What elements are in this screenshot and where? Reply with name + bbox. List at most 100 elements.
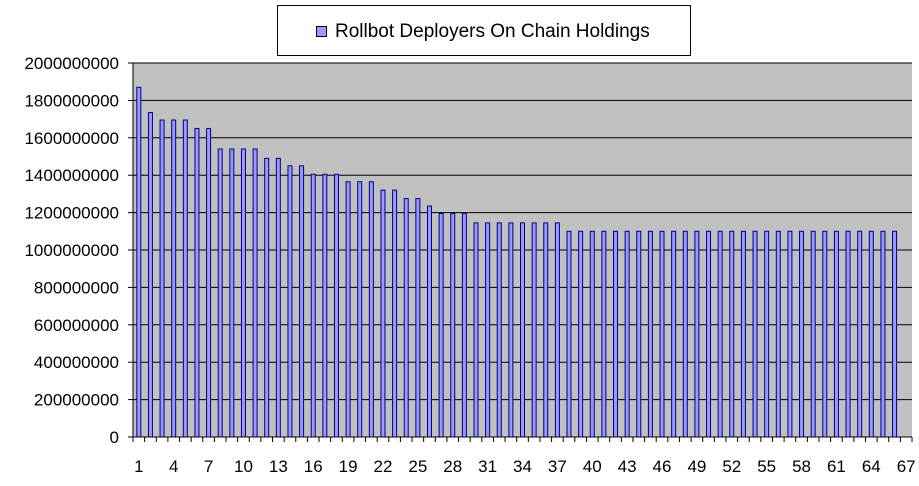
- bar: [566, 230, 572, 438]
- bar: [589, 230, 595, 438]
- bar: [485, 222, 491, 438]
- x-tick-label: 43: [618, 457, 637, 476]
- x-tick-label: 1: [134, 457, 143, 476]
- bar: [380, 189, 386, 438]
- x-tick-label: 34: [513, 457, 532, 476]
- bar: [368, 181, 374, 438]
- plot-area: [133, 62, 912, 438]
- bar: [892, 230, 898, 438]
- legend: Rollbot Deployers On Chain Holdings: [277, 5, 691, 56]
- bar: [543, 222, 549, 438]
- bar: [275, 157, 281, 438]
- bar: [682, 230, 688, 438]
- y-tick-label: 0: [110, 428, 119, 447]
- bar: [392, 189, 398, 438]
- y-tick-label: 2000000000: [24, 54, 119, 73]
- bar: [264, 157, 270, 438]
- bar: [868, 230, 874, 438]
- bar: [822, 230, 828, 438]
- bar: [740, 230, 746, 438]
- bar: [729, 230, 735, 438]
- x-tick-label: 7: [204, 457, 213, 476]
- bar: [694, 230, 700, 438]
- bar: [252, 148, 258, 438]
- bar: [299, 165, 305, 438]
- x-tick-label: 4: [169, 457, 178, 476]
- bar: [229, 148, 235, 438]
- bar: [845, 230, 851, 438]
- bar: [415, 198, 421, 438]
- x-tick-label: 13: [269, 457, 288, 476]
- y-tick-label: 400000000: [34, 353, 119, 372]
- bar: [171, 119, 177, 438]
- bar: [752, 230, 758, 438]
- x-tick-label: 37: [548, 457, 567, 476]
- bar: [322, 173, 328, 438]
- bar: [194, 127, 200, 438]
- x-tick-label: 28: [443, 457, 462, 476]
- bar: [554, 222, 560, 438]
- bar: [520, 222, 525, 438]
- bar: [310, 173, 316, 438]
- y-tick-label: 1400000000: [24, 166, 119, 185]
- bar: [659, 230, 665, 438]
- x-tick-label: 67: [897, 457, 916, 476]
- bar: [473, 222, 479, 438]
- bar: [182, 119, 188, 438]
- bar: [601, 230, 607, 438]
- y-tick-label: 1800000000: [24, 91, 119, 110]
- legend-swatch: [316, 26, 327, 37]
- bar: [287, 165, 293, 438]
- bar: [450, 213, 456, 438]
- bar: [531, 222, 537, 438]
- bar: [880, 230, 886, 438]
- y-axis: 0 200000000 400000000 600000000 800000000 100…: [24, 54, 134, 447]
- x-tick-label: 61: [827, 457, 846, 476]
- bar: [206, 127, 212, 438]
- bar: [799, 230, 805, 438]
- bar: [508, 222, 514, 438]
- x-tick-label: 46: [653, 457, 672, 476]
- y-tick-label: 1000000000: [24, 241, 119, 260]
- bar: [217, 148, 223, 438]
- bar: [496, 222, 502, 438]
- bar: [647, 230, 653, 438]
- x-tick-label: 25: [408, 457, 427, 476]
- x-tick-label: 55: [757, 457, 776, 476]
- x-tick-label: 64: [862, 457, 881, 476]
- bar: [159, 119, 165, 438]
- bar: [810, 230, 816, 438]
- x-tick-label: 16: [304, 457, 323, 476]
- y-tick-label: 1600000000: [24, 129, 119, 148]
- x-tick-label: 19: [339, 457, 358, 476]
- x-tick-label: 49: [687, 457, 706, 476]
- y-tick-label: 1200000000: [24, 204, 119, 223]
- bar: [357, 181, 363, 438]
- x-tick-label: 31: [478, 457, 497, 476]
- bar: [461, 213, 467, 438]
- y-tick-label: 200000000: [34, 391, 119, 410]
- bar: [578, 230, 584, 438]
- bar: [345, 181, 351, 438]
- x-tick-label: 58: [792, 457, 811, 476]
- bar: [717, 230, 723, 438]
- bar: [333, 173, 339, 438]
- bar: [775, 230, 781, 438]
- bar: [833, 230, 839, 438]
- y-tick-label: 800000000: [34, 278, 119, 297]
- bar: [857, 230, 863, 438]
- bar: [787, 230, 793, 438]
- x-tick-label: 22: [374, 457, 393, 476]
- bar: [240, 148, 246, 438]
- bar: [426, 205, 432, 438]
- bar: [764, 230, 770, 438]
- x-tick-label: 10: [234, 457, 253, 476]
- bar: [403, 198, 409, 438]
- x-tick-label: 52: [722, 457, 741, 476]
- y-tick-label: 600000000: [34, 316, 119, 335]
- bar: [147, 112, 153, 438]
- bar: [636, 230, 642, 438]
- bar: [671, 230, 677, 438]
